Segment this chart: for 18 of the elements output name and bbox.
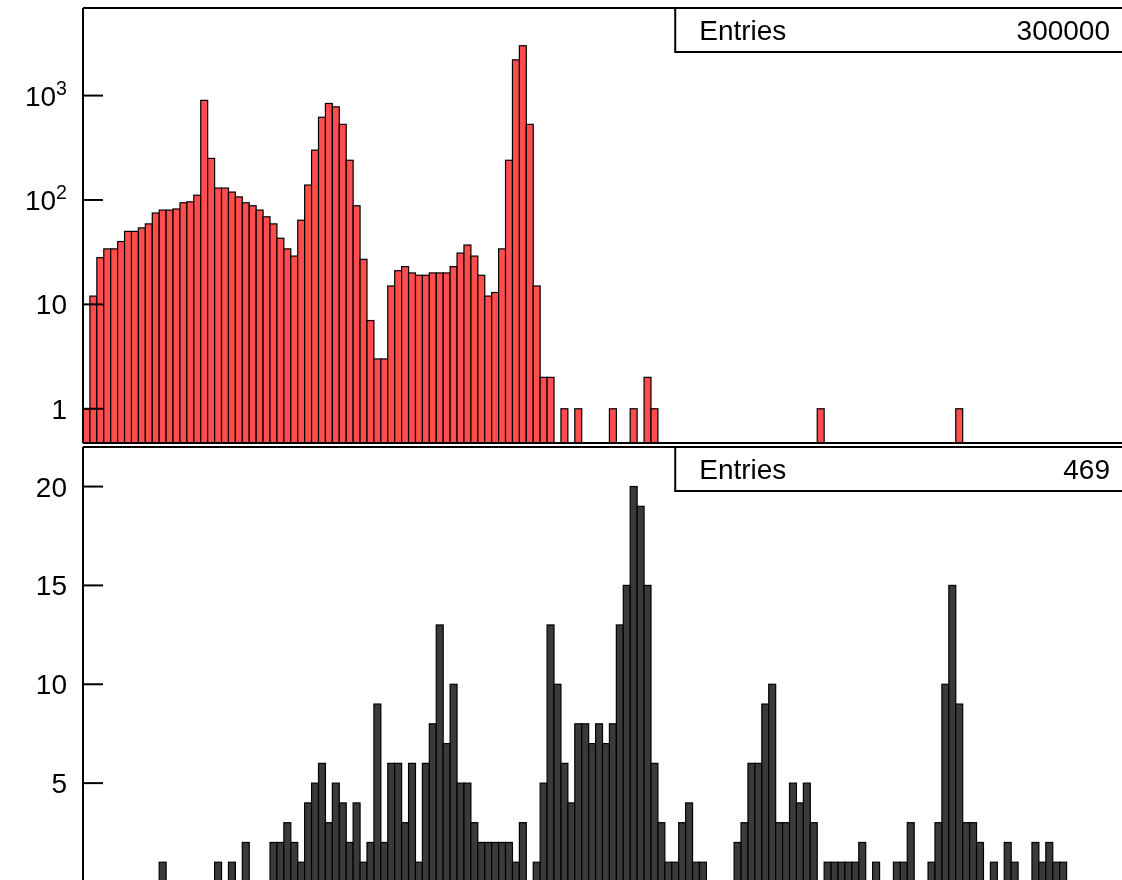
bar bbox=[227, 861, 236, 880]
y-tick-label: 5 bbox=[51, 768, 67, 800]
bar bbox=[989, 861, 998, 880]
bar bbox=[241, 841, 250, 880]
y-tick-label: 20 bbox=[35, 471, 67, 503]
y-tick-label: 10$^{3}$ bbox=[24, 76, 68, 112]
y-tick-label: 15 bbox=[35, 570, 67, 602]
annotation: 300000 bbox=[1016, 14, 1110, 46]
bar bbox=[872, 861, 881, 880]
y-tick-label: 10$^{2}$ bbox=[24, 180, 67, 216]
y-tick-label: 10 bbox=[35, 289, 67, 321]
bar bbox=[158, 861, 167, 880]
y-tick-label: 10 bbox=[35, 669, 67, 701]
y-tick-label: 1 bbox=[51, 393, 67, 425]
annotation: Entries bbox=[699, 14, 787, 46]
annotation: 469 bbox=[1063, 453, 1110, 485]
annotation: Entries bbox=[699, 453, 787, 485]
bar bbox=[214, 861, 223, 880]
